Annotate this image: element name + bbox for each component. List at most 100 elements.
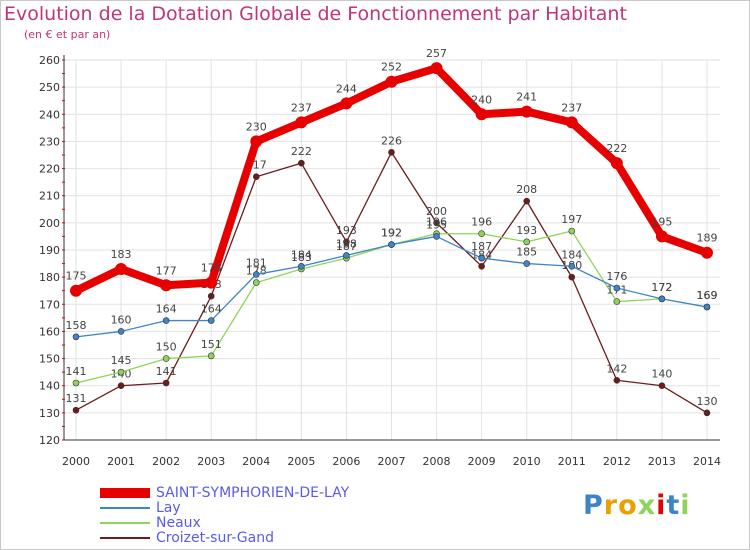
legend-label: Neaux xyxy=(156,515,201,531)
data-label: 175 xyxy=(66,270,87,283)
x-tick-label: 2003 xyxy=(197,455,225,468)
data-point xyxy=(523,197,531,205)
y-tick-label: 230 xyxy=(39,135,60,148)
data-point xyxy=(298,159,305,167)
data-label: 244 xyxy=(336,82,357,95)
data-point xyxy=(613,298,621,305)
data-label: 158 xyxy=(66,319,87,332)
x-tick-label: 2009 xyxy=(468,455,496,468)
data-point xyxy=(162,379,170,387)
x-tick-label: 2013 xyxy=(648,455,676,468)
data-point xyxy=(252,271,260,278)
data-label: 160 xyxy=(111,313,132,326)
data-point xyxy=(565,116,578,129)
data-label: 172 xyxy=(651,281,672,294)
x-tick-label: 2006 xyxy=(332,455,360,468)
data-label: 164 xyxy=(156,303,177,316)
data-point xyxy=(478,262,485,270)
data-label: 252 xyxy=(381,61,402,74)
legend-swatch xyxy=(100,507,150,509)
data-point xyxy=(430,62,443,75)
x-tick-label: 2008 xyxy=(423,455,451,468)
data-label: 140 xyxy=(651,368,672,381)
data-point xyxy=(252,173,260,181)
chart-subtitle: (en € et par an) xyxy=(24,28,111,41)
data-label: 257 xyxy=(426,47,447,60)
legend-item: Croizet-sur-Gand xyxy=(100,530,274,546)
data-label: 184 xyxy=(291,248,312,261)
data-label: 169 xyxy=(696,289,717,302)
y-tick-label: 190 xyxy=(39,244,60,257)
data-point xyxy=(568,262,576,270)
data-label: 193 xyxy=(336,224,357,237)
y-tick-label: 210 xyxy=(39,190,60,203)
legend-label: SAINT-SYMPHORIEN-DE-LAY xyxy=(156,485,350,501)
data-label: 195 xyxy=(426,218,447,231)
x-tick-label: 2011 xyxy=(558,455,586,468)
legend-label: Croizet-sur-Gand xyxy=(156,530,274,546)
legend-swatch xyxy=(100,522,150,524)
data-label: 240 xyxy=(471,93,492,106)
data-point xyxy=(658,382,666,390)
y-tick-label: 150 xyxy=(39,353,60,366)
data-point xyxy=(433,233,440,240)
data-point xyxy=(252,279,260,286)
data-label: 192 xyxy=(381,227,402,240)
data-point xyxy=(658,295,666,303)
data-point xyxy=(700,246,713,259)
data-label: 141 xyxy=(66,365,87,378)
data-point xyxy=(72,379,80,387)
data-point xyxy=(388,241,395,248)
data-point xyxy=(568,273,576,281)
data-label: 178 xyxy=(246,265,267,278)
data-label: 197 xyxy=(561,213,582,226)
data-point xyxy=(70,284,82,297)
data-label: 172 xyxy=(651,281,672,294)
y-tick-label: 140 xyxy=(39,380,60,393)
legend-label: Lay xyxy=(156,500,181,516)
data-label: 187 xyxy=(336,240,357,253)
data-point xyxy=(655,230,668,243)
data-point xyxy=(117,368,125,376)
data-point xyxy=(613,376,621,384)
data-label: 196 xyxy=(426,216,447,229)
data-point xyxy=(207,352,215,360)
data-label: 237 xyxy=(291,101,312,114)
data-label: 181 xyxy=(246,256,267,269)
y-tick-label: 200 xyxy=(39,217,60,230)
data-point xyxy=(298,262,305,270)
data-label: 141 xyxy=(156,365,177,378)
x-tick-label: 2010 xyxy=(513,455,541,468)
y-tick-label: 220 xyxy=(39,163,60,176)
data-point xyxy=(160,279,173,292)
x-tick-label: 2004 xyxy=(242,455,270,468)
x-tick-label: 2005 xyxy=(287,455,315,468)
data-label: 169 xyxy=(696,289,717,302)
data-point xyxy=(207,317,215,324)
data-point xyxy=(520,105,533,118)
legend-swatch xyxy=(100,488,150,498)
data-label: 208 xyxy=(516,183,537,196)
data-label: 237 xyxy=(561,101,582,114)
data-label: 187 xyxy=(471,240,492,253)
data-point xyxy=(205,276,218,289)
data-label: 184 xyxy=(471,248,492,261)
data-label: 192 xyxy=(381,227,402,240)
data-point xyxy=(568,227,576,235)
data-label: 151 xyxy=(201,338,222,351)
y-tick-label: 180 xyxy=(39,271,60,284)
data-label: 176 xyxy=(606,270,627,283)
x-tick-label: 2014 xyxy=(693,455,721,468)
data-point xyxy=(475,108,488,121)
data-label: 178 xyxy=(201,262,222,275)
x-tick-label: 2002 xyxy=(152,455,180,468)
data-label: 177 xyxy=(156,264,177,277)
data-point xyxy=(703,303,711,311)
y-tick-label: 260 xyxy=(39,54,60,67)
proxiti-logo: Proxiti xyxy=(583,490,691,521)
data-label: 183 xyxy=(291,251,312,264)
y-tick-label: 160 xyxy=(39,325,60,338)
y-tick-label: 120 xyxy=(39,434,60,447)
data-point xyxy=(295,116,308,129)
